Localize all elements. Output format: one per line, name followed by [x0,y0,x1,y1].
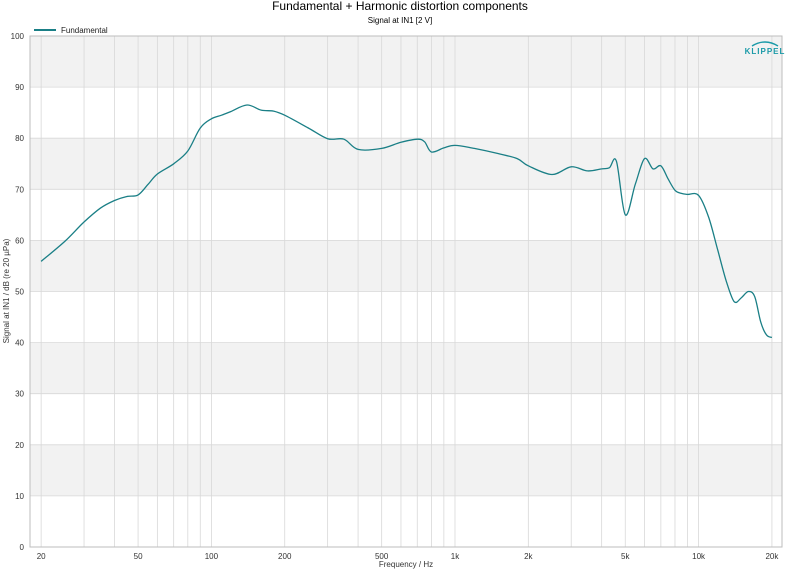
logo-text: KLIPPEL [745,47,786,56]
y-tick-label: 30 [15,390,24,399]
y-tick-label: 10 [15,492,24,501]
band [30,444,782,496]
x-tick-label: 50 [134,552,143,561]
y-tick-label: 50 [15,288,24,297]
y-tick-label: 70 [15,185,24,194]
series-layer [40,104,773,339]
legend: Fundamental [34,26,108,35]
band [30,342,782,394]
x-axis-ticks: 20 50 100 200 500 1k 2k 5k 10k 20k [37,552,780,561]
x-tick-label: 20 [37,552,46,561]
x-tick-label: 500 [375,552,389,561]
x-axis-label: Frequency / Hz [379,560,433,569]
x-tick-label: 200 [278,552,292,561]
y-tick-label: 40 [15,339,24,348]
x-tick-label: 20k [765,552,779,561]
legend-label-fundamental: Fundamental [61,26,108,35]
y-axis-ticks: 0 10 20 30 40 50 60 70 80 90 100 [11,32,25,552]
band [30,36,782,88]
series-line-fundamental [40,104,773,339]
y-tick-label: 0 [20,543,25,552]
x-tick-label: 5k [621,552,630,561]
y-tick-label: 60 [15,236,24,245]
chart-title: Fundamental + Harmonic distortion compon… [272,0,528,13]
y-tick-label: 20 [15,441,24,450]
x-tick-label: 2k [524,552,533,561]
x-tick-label: 100 [205,552,219,561]
y-tick-label: 90 [15,83,24,92]
chart-subtitle: Signal at IN1 [2 V] [368,16,432,25]
y-axis-label: Signal at IN1 / dB (re 20 µPa) [2,238,11,343]
klippel-logo: KLIPPEL [745,41,786,56]
band [30,240,782,292]
band [30,138,782,190]
plot-frame [29,35,783,548]
x-tick-label: 1k [451,552,460,561]
x-tick-label: 10k [692,552,706,561]
y-tick-label: 80 [15,134,24,143]
logo-arc [751,41,779,47]
y-tick-label: 100 [11,32,25,41]
